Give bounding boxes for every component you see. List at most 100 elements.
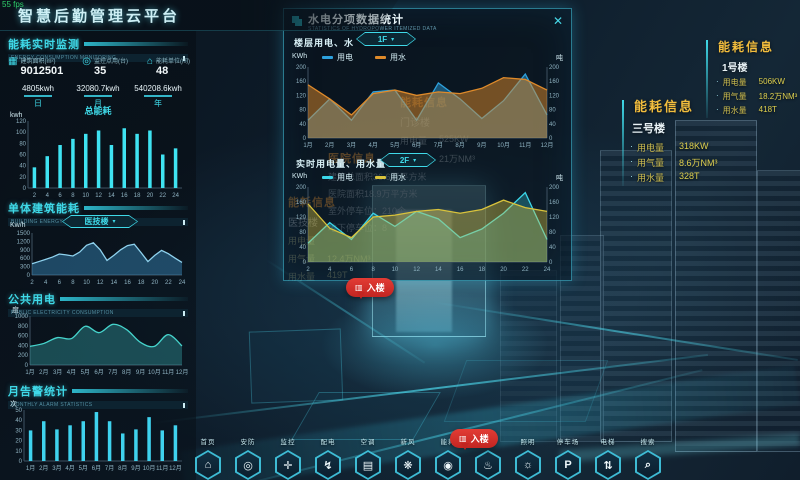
row-label: 用气量: [637, 158, 665, 168]
info-row: · 用气量 8.6万NM³: [630, 156, 718, 169]
svg-text:12: 12: [413, 267, 420, 273]
nav-item-elevator[interactable]: 电梯 ⇅: [586, 436, 630, 480]
svg-text:0: 0: [303, 136, 307, 142]
monthly-alarm-chart: 0 10 20 30 40 50 1月 2月 3月 4月 5月 6月 7月 8月 9月 10月 11月 12月: [8, 406, 188, 472]
row-label: 用气量: [722, 92, 747, 101]
svg-text:80: 80: [549, 108, 556, 114]
nav-hex-fire[interactable]: ♨: [475, 450, 501, 480]
enter-building-bubble[interactable]: ▥ 入楼: [450, 429, 498, 450]
nav-item-home[interactable]: 首页 ⌂: [186, 436, 230, 480]
title-bar-decor: [72, 389, 188, 393]
svg-text:5月: 5月: [79, 465, 88, 472]
svg-text:10月: 10月: [497, 142, 510, 149]
search-icon: ⌕: [644, 458, 652, 471]
legend-item[interactable]: 用电: [322, 172, 353, 183]
svg-text:2月: 2月: [39, 369, 48, 376]
svg-text:0: 0: [549, 260, 553, 266]
svg-text:6月: 6月: [94, 369, 103, 376]
legend-item[interactable]: 用电: [322, 52, 353, 63]
nav-hex-energy[interactable]: ◉: [435, 450, 461, 480]
floor-usage-chart: 0 0 40 40 80 80 120 120 160 160 200 200 1月 2月 3月 4月 5月 6月…: [288, 63, 567, 149]
legend-label: 用电: [337, 53, 353, 62]
nav-item-search[interactable]: 搜索 ⌕: [626, 436, 670, 480]
info-row: · 用气量 18.2万NM³: [716, 91, 797, 102]
building-area-icon: ▦: [8, 56, 18, 67]
realtime-chart-left-unit: KWh: [292, 173, 308, 180]
info-row: · 用电量 318KW: [630, 141, 709, 154]
svg-text:8月: 8月: [455, 142, 464, 149]
nav-hex-lighting[interactable]: ☼: [515, 450, 541, 480]
svg-text:10: 10: [392, 267, 399, 273]
nav-hex-parking[interactable]: P: [555, 450, 581, 480]
realtime-floor-dropdown[interactable]: 2F ▾: [380, 153, 436, 167]
title-bar-decor: [84, 206, 188, 210]
nav-item-security[interactable]: 安防 ◎: [226, 436, 270, 480]
nav-item-parking[interactable]: 停车场 P: [546, 436, 590, 480]
svg-text:2: 2: [33, 193, 37, 199]
stat-value: 35: [93, 65, 107, 77]
yearly-total-value: 540208.6kwh: [134, 84, 182, 93]
monthly-label[interactable]: 月: [84, 95, 112, 109]
nav-item-monitor[interactable]: 监控 ✛: [266, 436, 310, 480]
svg-text:160: 160: [296, 79, 307, 85]
enter-building-bubble[interactable]: ▥ 入楼: [346, 278, 394, 299]
svg-text:22: 22: [522, 267, 529, 273]
floor-chart-left-unit: KWh: [292, 53, 308, 60]
floor-chart-legend: 用电 用水: [322, 52, 406, 63]
nav-hex-search[interactable]: ⌕: [635, 450, 661, 480]
floor-select-dropdown[interactable]: 1F ▾: [356, 32, 416, 46]
legend-swatch: [322, 176, 333, 179]
nav-hex-monitor[interactable]: ✛: [275, 450, 301, 480]
svg-text:24: 24: [179, 280, 186, 286]
row-label: 用水量: [722, 106, 747, 115]
svg-text:8: 8: [372, 267, 376, 273]
svg-text:80: 80: [299, 230, 306, 236]
nav-item-lighting[interactable]: 照明 ☼: [506, 436, 550, 480]
building-select-dropdown[interactable]: 医技楼 ▾: [62, 215, 138, 228]
total-energy-unit: kwh: [10, 112, 23, 119]
svg-text:1200: 1200: [17, 239, 31, 245]
svg-text:10月: 10月: [148, 369, 161, 376]
svg-text:12: 12: [97, 280, 104, 286]
nav-item-fresh-air[interactable]: 新风 ❋: [386, 436, 430, 480]
svg-text:11月: 11月: [162, 369, 174, 376]
svg-text:4月: 4月: [65, 465, 74, 472]
yearly-label[interactable]: 年: [144, 95, 172, 109]
section-subtitle: MONTHLY ALARM STATISTICS: [11, 402, 93, 408]
ground-glow: [320, 290, 550, 400]
nav-item-power[interactable]: 配电 ↯: [306, 436, 350, 480]
nav-hex-home[interactable]: ⌂: [195, 450, 221, 480]
bullet: ·: [630, 141, 633, 151]
building-icon: ▥: [459, 434, 467, 443]
nav-hex-security[interactable]: ◎: [235, 450, 261, 480]
building-name: 三号楼: [632, 123, 665, 135]
svg-text:6: 6: [350, 267, 354, 273]
monthly-total: 32080.7kwh 月: [68, 84, 128, 111]
legend-item[interactable]: 用水: [375, 172, 406, 183]
legend-item[interactable]: 用水: [375, 52, 406, 63]
svg-text:22: 22: [159, 193, 166, 199]
svg-text:6: 6: [58, 193, 62, 199]
page-title: 智慧后勤管理云平台: [18, 8, 181, 25]
chevron-down-icon: ▾: [413, 157, 417, 164]
nav-hex-fresh-air[interactable]: ❋: [395, 450, 421, 480]
svg-text:600: 600: [20, 256, 31, 262]
svg-text:2月: 2月: [39, 465, 48, 472]
close-icon[interactable]: ✕: [552, 14, 563, 28]
tick-decor: [183, 310, 185, 316]
bullet: ·: [716, 105, 719, 114]
svg-text:40: 40: [549, 122, 556, 128]
stat-value: 9012501: [20, 65, 64, 77]
nav-item-hvac[interactable]: 空调 ▤: [346, 436, 390, 480]
lighting-icon: ☼: [522, 459, 534, 471]
energy-drop-icon: ◉: [443, 459, 453, 472]
daily-label[interactable]: 日: [24, 95, 52, 109]
nav-hex-power[interactable]: ↯: [315, 450, 341, 480]
nav-hex-hvac[interactable]: ▤: [355, 450, 381, 480]
svg-text:10: 10: [83, 280, 90, 286]
nav-item-energy[interactable]: 能耗 ◉: [426, 436, 470, 480]
monitor-shield-icon: ✛: [283, 459, 293, 472]
nav-hex-elevator[interactable]: ⇅: [595, 450, 621, 480]
energy-info-panel-building1: 能耗信息 1号楼 · 用电量 506KW · 用气量 18.2万NM³ · 用水量 418T: [706, 38, 800, 118]
